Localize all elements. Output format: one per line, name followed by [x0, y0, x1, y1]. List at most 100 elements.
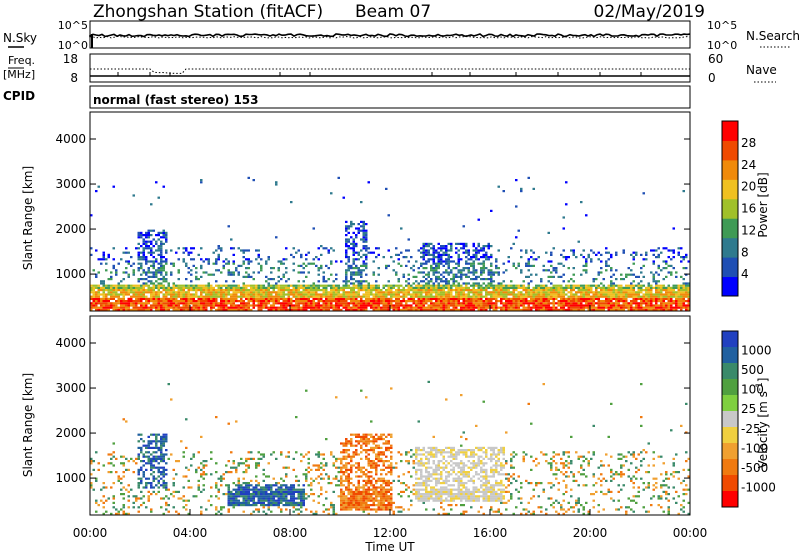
- echo-cell: [360, 300, 363, 303]
- echo-cell: [247, 267, 250, 270]
- echo-cell: [137, 267, 140, 270]
- echo-cell: [652, 297, 655, 300]
- echo-cell: [345, 466, 348, 469]
- echo-cell: [257, 462, 260, 465]
- echo-cell: [252, 488, 255, 491]
- echo-cell: [165, 440, 168, 443]
- echo-cell: [115, 304, 118, 307]
- echo-cell: [432, 260, 435, 263]
- echo-cell: [472, 271, 475, 274]
- echo-cell: [345, 253, 348, 256]
- echo-cell: [525, 286, 528, 289]
- echo-cell: [337, 479, 340, 482]
- echo-cell: [200, 512, 203, 515]
- echo-cell: [492, 280, 495, 283]
- echo-cell: [402, 304, 405, 307]
- echo-cell: [147, 300, 150, 303]
- echo-cell: [650, 289, 653, 292]
- echo-cell: [142, 253, 145, 256]
- echo-cell: [205, 258, 208, 261]
- echo-cell: [347, 442, 350, 445]
- echo-cell: [160, 484, 163, 487]
- echo-cell: [337, 304, 340, 307]
- echo-cell: [137, 295, 140, 298]
- echo-cell: [220, 304, 223, 307]
- echo-cell: [312, 479, 315, 482]
- echo-cell: [345, 471, 348, 474]
- echo-cell: [480, 291, 483, 294]
- echo-cell: [402, 297, 405, 300]
- echo-cell: [252, 504, 255, 507]
- echo-cell: [520, 249, 523, 252]
- echo-cell: [300, 302, 303, 305]
- echo-cell: [92, 488, 95, 491]
- echo-cell: [650, 293, 653, 296]
- echo-cell: [145, 231, 148, 234]
- echo-cell: [217, 304, 220, 307]
- echo-cell: [300, 286, 303, 289]
- echo-cell: [195, 295, 198, 298]
- echo-cell: [610, 256, 613, 259]
- echo-cell: [287, 486, 290, 489]
- freq-right-tick-top: 60: [708, 52, 723, 66]
- echo-cell: [145, 477, 148, 480]
- echo-cell: [427, 289, 430, 292]
- echo-cell: [507, 260, 510, 263]
- echo-cell: [442, 306, 445, 309]
- echo-cell: [372, 295, 375, 298]
- echo-cell: [140, 466, 143, 469]
- echo-cell: [112, 482, 115, 485]
- echo-cell: [100, 293, 103, 296]
- echo-cell: [260, 302, 263, 305]
- echo-cell: [115, 269, 118, 272]
- echo-cell: [245, 471, 248, 474]
- echo-cell: [270, 284, 273, 287]
- echo-cell: [165, 249, 168, 252]
- echo-cell: [325, 462, 328, 465]
- echo-cell: [337, 297, 340, 300]
- echo-cell: [167, 383, 170, 386]
- echo-cell: [157, 282, 160, 285]
- echo-cell: [400, 264, 403, 267]
- echo-cell: [297, 308, 300, 311]
- echo-cell: [670, 271, 673, 274]
- echo-cell: [540, 278, 543, 281]
- echo-cell: [475, 291, 478, 294]
- echo-cell: [465, 304, 468, 307]
- echo-cell: [145, 278, 148, 281]
- echo-cell: [157, 304, 160, 307]
- echo-cell: [567, 306, 570, 309]
- echo-cell: [345, 256, 348, 259]
- echo-cell: [562, 293, 565, 296]
- echo-cell: [245, 460, 248, 463]
- echo-cell: [180, 497, 183, 500]
- echo-cell: [587, 300, 590, 303]
- echo-cell: [432, 271, 435, 274]
- echo-cell: [340, 493, 343, 496]
- echo-cell: [340, 302, 343, 305]
- echo-cell: [305, 284, 308, 287]
- echo-cell: [515, 297, 518, 300]
- echo-cell: [480, 247, 483, 250]
- echo-cell: [232, 493, 235, 496]
- echo-cell: [287, 297, 290, 300]
- echo-cell: [245, 464, 248, 467]
- echo-cell: [482, 264, 485, 267]
- echo-cell: [200, 473, 203, 476]
- echo-cell: [220, 293, 223, 296]
- echo-cell: [447, 289, 450, 292]
- echo-cell: [177, 460, 180, 463]
- echo-cell: [302, 293, 305, 296]
- echo-cell: [590, 289, 593, 292]
- echo-cell: [495, 293, 498, 296]
- echo-cell: [157, 293, 160, 296]
- echo-cell: [160, 242, 163, 245]
- echo-cell: [152, 433, 155, 436]
- echo-cell: [607, 286, 610, 289]
- echo-cell: [515, 306, 518, 309]
- echo-cell: [167, 308, 170, 311]
- echo-cell: [460, 293, 463, 296]
- echo-cell: [272, 501, 275, 504]
- echo-cell: [185, 418, 188, 421]
- echo-cell: [227, 422, 230, 425]
